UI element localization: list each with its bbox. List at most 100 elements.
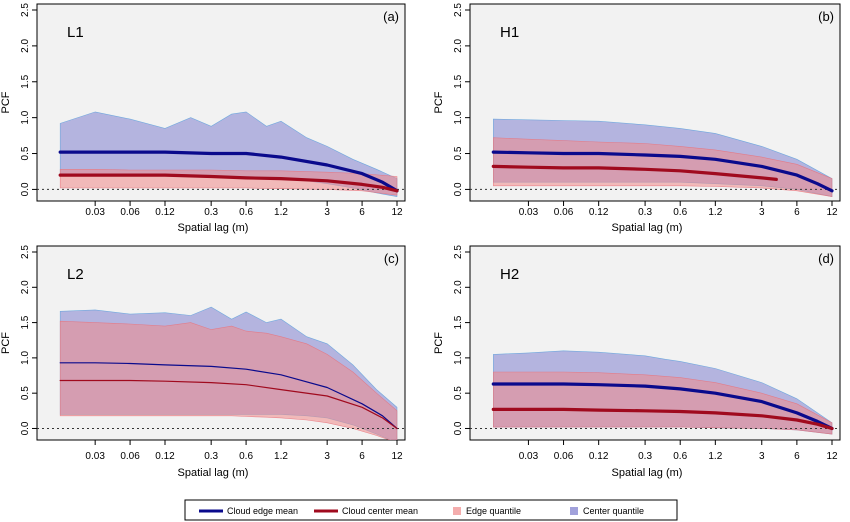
center-mean-line <box>58 173 399 193</box>
x-axis-label: Spatial lag (m) <box>612 222 683 234</box>
y-tick-label: 1.5 <box>20 315 31 329</box>
y-axis-label: PCF <box>0 91 12 113</box>
y-tick-label: 2.5 <box>20 245 31 259</box>
legend-edge-quantile-label: Edge quantile <box>466 506 521 516</box>
legend-center-quantile-label: Center quantile <box>583 506 644 516</box>
edge-quantile-band <box>59 320 398 440</box>
legend-center-mean-label: Cloud center mean <box>342 506 418 516</box>
panel-tag: (d) <box>818 251 834 266</box>
x-tick-label: 6 <box>359 451 365 462</box>
x-tick-label: 0.6 <box>673 451 687 462</box>
y-tick-label: 2.0 <box>453 280 464 294</box>
plot-content <box>470 118 840 197</box>
x-tick-label: 1.2 <box>708 207 722 218</box>
x-tick-label: 0.3 <box>204 451 218 462</box>
x-tick-label: 0.3 <box>204 207 218 218</box>
x-tick-label: 6 <box>359 207 365 218</box>
y-tick-label: 2.0 <box>20 38 31 52</box>
x-tick-label: 0.12 <box>589 207 609 218</box>
x-axis-label: Spatial lag (m) <box>178 222 249 234</box>
x-tick-label: 0.03 <box>519 451 539 462</box>
edge-mean-line <box>59 362 398 430</box>
legend-edge-mean-label: Cloud edge mean <box>227 506 298 516</box>
panel-L1: 0.0 0.5 1.0 1.5 2.0 2.5 PCF 0.03 0.06 0.12 0.3 0.6 1… <box>0 3 406 234</box>
plot-content <box>470 350 840 435</box>
y-tick-label: 2.0 <box>20 280 31 294</box>
y-tick-label: 0.5 <box>453 146 464 160</box>
x-tick-label: 0.03 <box>85 451 105 462</box>
x-tick-label: 0.6 <box>239 207 253 218</box>
x-tick-label: 0.06 <box>120 451 140 462</box>
x-tick-label: 1.2 <box>274 207 288 218</box>
x-axis-label: Spatial lag (m) <box>612 467 683 479</box>
y-tick-label: 0.5 <box>20 386 31 400</box>
y-tick-label: 2.0 <box>453 38 464 52</box>
x-tick-label: 0.03 <box>519 207 539 218</box>
panel-label: L1 <box>67 24 84 41</box>
x-tick-label: 0.6 <box>239 451 253 462</box>
center-mean-line <box>59 379 398 430</box>
x-tick-label: 0.12 <box>155 451 175 462</box>
edge-mean-line <box>491 150 834 193</box>
y-tick-label: 0.5 <box>453 386 464 400</box>
edge-mean-line <box>58 150 399 193</box>
y-tick-label: 1.0 <box>453 350 464 364</box>
x-tick-label: 0.06 <box>554 207 574 218</box>
legend-center-quantile-swatch <box>570 507 578 515</box>
x-tick-label: 1.2 <box>274 451 288 462</box>
legend: Cloud edge mean Cloud center mean Edge qua… <box>184 499 678 521</box>
panel-label: H1 <box>500 24 519 41</box>
x-tick-label: 0.06 <box>554 451 574 462</box>
x-tick-label: 6 <box>794 207 800 218</box>
x-tick-label: 0.3 <box>638 451 652 462</box>
y-tick-label: 0.5 <box>20 146 31 160</box>
y-tick-label: 0.0 <box>453 421 464 435</box>
edge-mean-line <box>491 382 834 431</box>
y-tick-label: 2.5 <box>453 245 464 259</box>
y-tick-label: 1.5 <box>453 315 464 329</box>
x-tick-label: 0.12 <box>589 451 609 462</box>
center-mean-line <box>491 164 778 181</box>
panel-tag: (b) <box>818 9 834 24</box>
x-tick-label: 12 <box>826 451 838 462</box>
panel-L2: 0.0 0.5 1.0 1.5 2.0 2.5 PCF 0.03 0.06 0.12 0.3 0.6 1… <box>0 245 406 479</box>
y-tick-label: 1.0 <box>20 350 31 364</box>
y-axis-label: PCF <box>433 332 445 354</box>
y-tick-label: 1.0 <box>453 110 464 124</box>
x-tick-label: 0.3 <box>638 207 652 218</box>
x-tick-label: 0.06 <box>120 207 140 218</box>
y-tick-label: 1.5 <box>453 74 464 88</box>
x-tick-label: 3 <box>759 207 765 218</box>
x-tick-label: 12 <box>391 451 403 462</box>
x-tick-label: 6 <box>794 451 800 462</box>
edge-quantile-band <box>493 371 833 435</box>
center-mean-line <box>491 407 834 431</box>
x-tick-label: 0.03 <box>85 207 105 218</box>
x-tick-label: 3 <box>759 451 765 462</box>
y-tick-label: 0.0 <box>453 182 464 196</box>
y-axis-label: PCF <box>433 91 445 113</box>
x-tick-label: 12 <box>826 207 838 218</box>
y-tick-label: 1.0 <box>20 110 31 124</box>
panel-tag: (c) <box>384 251 399 266</box>
legend-edge-quantile-swatch <box>453 507 461 515</box>
y-tick-label: 0.0 <box>20 421 31 435</box>
y-tick-label: 2.5 <box>453 3 464 17</box>
panel-label: L2 <box>67 266 84 283</box>
plot-content <box>37 111 405 197</box>
legend-box <box>184 499 678 521</box>
x-tick-label: 12 <box>391 207 403 218</box>
x-axis-label: Spatial lag (m) <box>178 467 249 479</box>
panel-H2: 0.0 0.5 1.0 1.5 2.0 2.5 PCF 0.03 0.06 0.12 0.3 0.6 1… <box>433 245 841 479</box>
x-tick-label: 3 <box>324 451 330 462</box>
y-tick-label: 2.5 <box>20 3 31 17</box>
y-tick-label: 0.0 <box>20 182 31 196</box>
x-tick-label: 0.12 <box>155 207 175 218</box>
y-tick-label: 1.5 <box>20 74 31 88</box>
y-axis-label: PCF <box>0 332 12 354</box>
panel-label: H2 <box>500 266 519 283</box>
panel-tag: (a) <box>383 9 399 24</box>
x-tick-label: 3 <box>324 207 330 218</box>
x-tick-label: 1.2 <box>708 451 722 462</box>
